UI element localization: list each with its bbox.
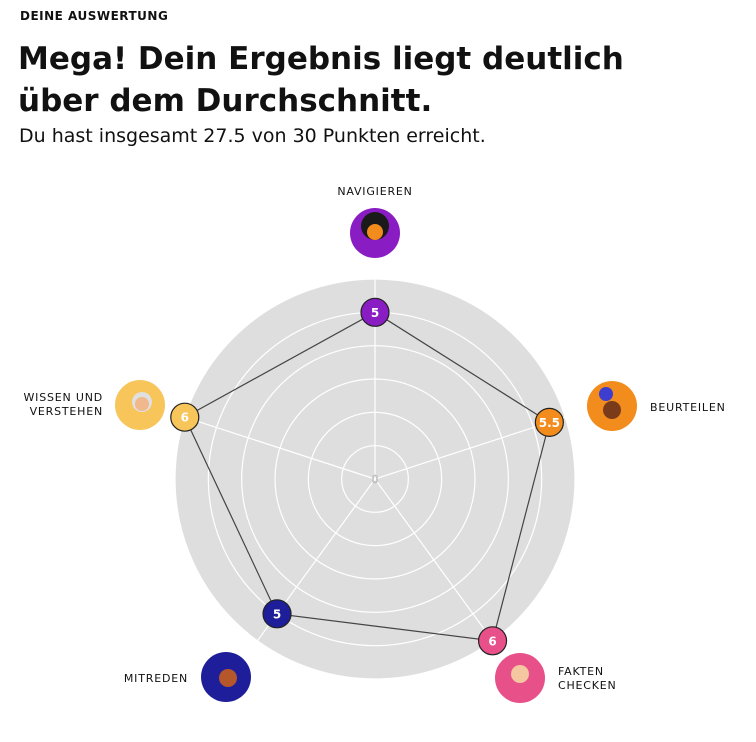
avatars — [115, 208, 637, 703]
spoke — [184, 416, 376, 480]
category-label: BEURTEILEN — [650, 401, 726, 414]
avatar-face — [135, 397, 149, 411]
spoke — [374, 478, 494, 642]
point — [360, 297, 390, 327]
avatar-hair — [599, 387, 613, 401]
eyebrow: DEINE AUSWERTUNG — [20, 9, 169, 23]
avatar-face — [367, 224, 383, 240]
category-label: NAVIGIEREN — [337, 185, 413, 198]
avatar-face — [219, 669, 237, 687]
value-label: 5 — [273, 607, 281, 621]
category-label: FAKTEN CHECKEN — [558, 665, 617, 692]
value-label: 5.5 — [539, 416, 560, 430]
point — [262, 599, 292, 629]
point — [170, 402, 200, 432]
point — [477, 626, 508, 656]
title: Mega! Dein Ergebnis liegt deutlich über … — [18, 41, 624, 119]
avatar-face — [603, 401, 621, 419]
value-label: 6 — [488, 634, 496, 648]
center-label: 0 — [372, 473, 379, 486]
radar-line — [184, 311, 551, 642]
spoke — [374, 416, 566, 480]
avatar-face — [511, 665, 529, 683]
category-label: MITREDEN — [123, 672, 188, 685]
point — [534, 407, 564, 437]
category-label: WISSEN UND VERSTEHEN — [23, 391, 103, 418]
subtitle: Du hast insgesamt 27.5 von 30 Punkten er… — [19, 125, 486, 147]
plot: 0 — [174, 278, 576, 680]
value-label: 6 — [181, 411, 189, 425]
value-label: 5 — [371, 306, 379, 320]
